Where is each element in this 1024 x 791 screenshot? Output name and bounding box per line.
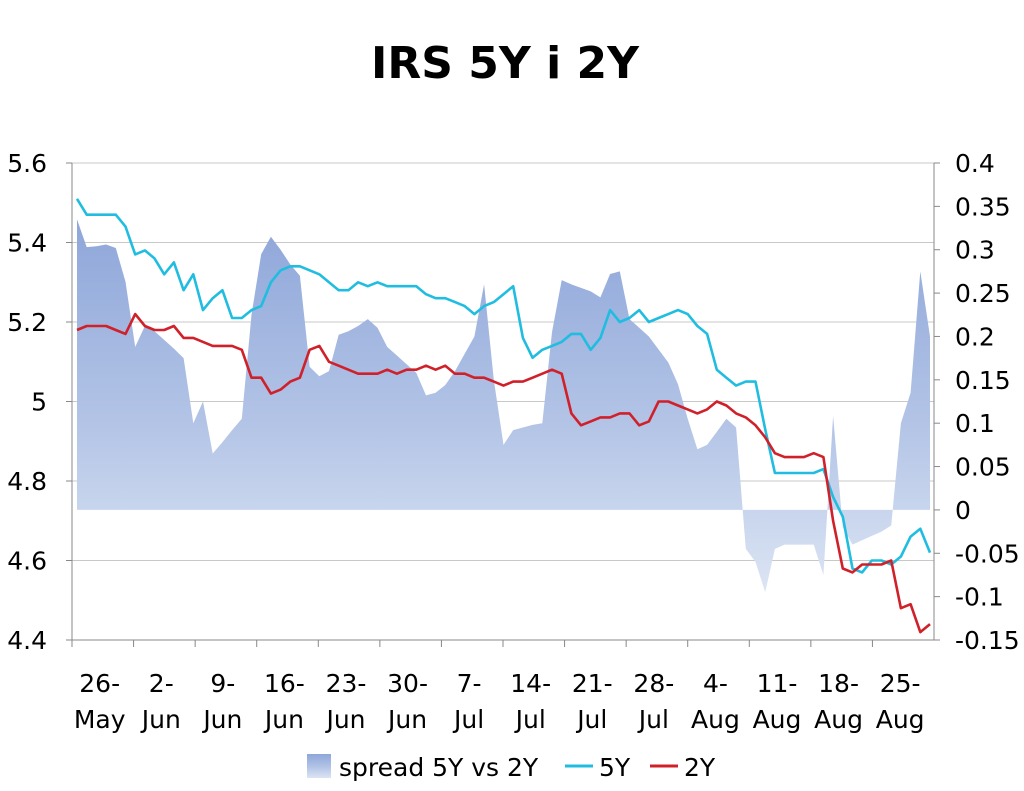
right-axis-tick-label: 0.2: [955, 322, 995, 351]
left-axis-tick-label: 4.4: [7, 626, 47, 655]
x-axis-tick-label-bottom: Aug: [753, 705, 802, 734]
right-axis-tick-label: 0: [955, 496, 971, 525]
right-axis-tick-label: -0.15: [955, 626, 1020, 655]
left-axis-tick-label: 4.8: [7, 467, 47, 496]
spread-area: [77, 219, 930, 593]
x-axis-tick-label-top: 14-: [510, 669, 551, 698]
x-axis-tick-label-bottom: Jun: [324, 705, 365, 734]
x-axis-tick-label-top: 18-: [818, 669, 859, 698]
x-axis-tick-label-bottom: May: [74, 705, 126, 734]
x-axis-tick-label-top: 7-: [457, 669, 482, 698]
x-axis-tick-label-top: 28-: [633, 669, 674, 698]
left-axis-tick-label: 4.6: [7, 547, 47, 576]
x-axis-tick-label-bottom: Aug: [691, 705, 740, 734]
x-axis-tick-label-bottom: Jul: [514, 705, 546, 734]
x-axis-tick-label-bottom: Jun: [140, 705, 181, 734]
x-axis-tick-label-top: 11-: [757, 669, 798, 698]
legend-swatch-spread: [307, 754, 331, 778]
x-axis-tick-label-bottom: Jul: [452, 705, 484, 734]
right-axis-tick-label: 0.1: [955, 409, 995, 438]
series-line-5y: [75, 198, 932, 574]
x-axis-tick-label-bottom: Jun: [386, 705, 427, 734]
x-axis-tick-label-bottom: Aug: [876, 705, 925, 734]
right-axis-tick-label: 0.05: [955, 453, 1011, 482]
axes: 5.6 5.4 5.2 5 4.8 4.6 4.4 0.4 0.35 0.3 0.25 0.2 0.15…: [7, 149, 1019, 734]
right-axis-tick-label: 0.35: [955, 192, 1011, 221]
x-axis-tick-label-top: 25-: [880, 669, 921, 698]
x-axis-tick-label-top: 4-: [703, 669, 728, 698]
series-line-2y: [76, 312, 931, 634]
x-axis-tick-label-top: 23-: [326, 669, 367, 698]
x-axis-tick-label-top: 16-: [264, 669, 305, 698]
legend-label: spread 5Y vs 2Y: [339, 753, 539, 782]
grid: [72, 162, 934, 641]
legend-label: 5Y: [599, 753, 631, 782]
chart-title: IRS 5Y i 2Y: [371, 38, 640, 89]
x-axis-tick-label-top: 21-: [572, 669, 613, 698]
x-axis-tick-label-bottom: Jun: [201, 705, 242, 734]
right-axis-tick-label: 0.15: [955, 366, 1011, 395]
x-axis-tick-label-top: 2-: [149, 669, 174, 698]
legend: spread 5Y vs 2Y 5Y 2Y: [307, 753, 716, 782]
x-axis-tick-label-top: 30-: [387, 669, 428, 698]
x-axis-tick-label-bottom: Jul: [637, 705, 669, 734]
right-axis-tick-label: 0.4: [955, 149, 995, 178]
right-axis-tick-label: -0.1: [955, 583, 1004, 612]
right-axis-tick-label: -0.05: [955, 539, 1020, 568]
left-axis-tick-label: 5.6: [7, 149, 47, 178]
left-axis-tick-label: 5.4: [7, 229, 47, 258]
legend-label: 2Y: [684, 753, 716, 782]
left-axis-tick-label: 5.2: [7, 308, 47, 337]
spread-area-layer: [77, 219, 930, 593]
line-layer: [75, 198, 932, 634]
x-axis-tick-label-bottom: Aug: [814, 705, 863, 734]
x-axis-tick-label-bottom: Jun: [263, 705, 304, 734]
x-axis-tick-label-top: 26-: [79, 669, 120, 698]
right-axis-tick-label: 0.3: [955, 236, 995, 265]
left-axis-tick-label: 5: [31, 388, 47, 417]
right-axis-tick-label: 0.25: [955, 279, 1011, 308]
x-axis-tick-label-top: 9-: [210, 669, 235, 698]
x-axis-tick-label-bottom: Jul: [575, 705, 607, 734]
